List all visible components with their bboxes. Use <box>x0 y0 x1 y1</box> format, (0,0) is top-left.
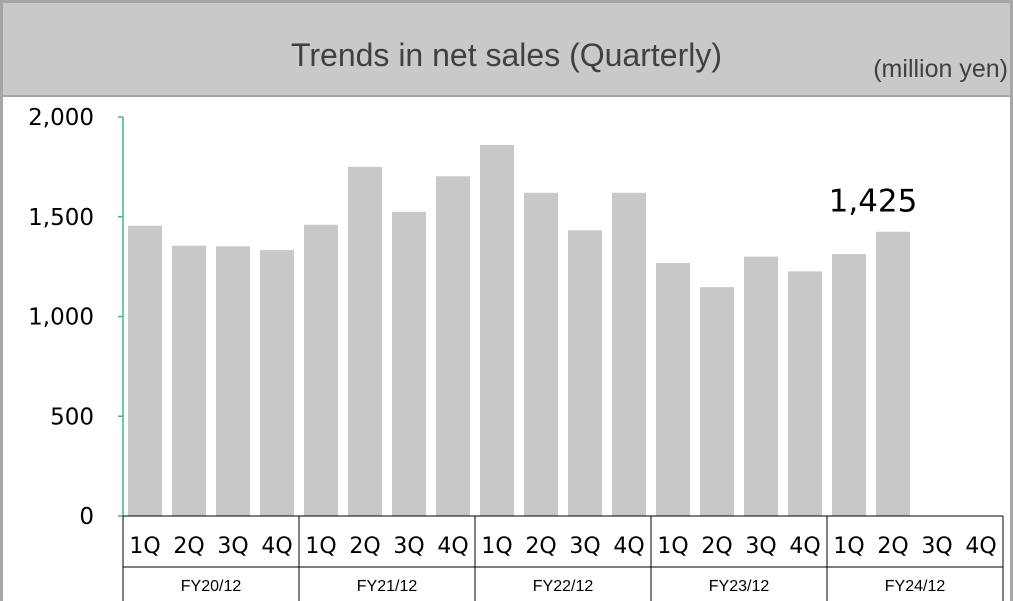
quarter-label: 3Q <box>921 534 952 559</box>
fiscal-year-label: FY22/12 <box>533 578 594 595</box>
quarter-label: 3Q <box>393 534 424 559</box>
fiscal-year-label: FY23/12 <box>709 578 770 595</box>
quarter-label: 2Q <box>877 534 908 559</box>
data-labels: 1,425 <box>829 184 918 220</box>
quarter-label: 4Q <box>965 534 996 559</box>
y-tick-label: 2,000 <box>28 105 94 131</box>
quarter-label: 3Q <box>217 534 248 559</box>
y-tick-label: 500 <box>50 404 94 430</box>
quarter-label: 3Q <box>745 534 776 559</box>
quarter-label: 2Q <box>349 534 380 559</box>
quarter-label: 4Q <box>789 534 820 559</box>
bar <box>524 192 558 516</box>
bar <box>480 144 514 516</box>
quarter-label: 1Q <box>833 534 864 559</box>
chart-title: Trends in net sales (Quarterly) <box>291 37 722 73</box>
quarter-label: 2Q <box>701 534 732 559</box>
quarter-label: 1Q <box>305 534 336 559</box>
bar <box>744 256 778 516</box>
y-tick-label: 0 <box>79 504 94 530</box>
chart-header: Trends in net sales (Quarterly) (million… <box>3 3 1010 95</box>
bar <box>656 263 690 516</box>
quarter-label: 1Q <box>129 534 160 559</box>
bar <box>172 245 206 517</box>
quarter-label: 4Q <box>437 534 468 559</box>
quarter-label: 1Q <box>481 534 512 559</box>
quarter-label: 4Q <box>261 534 292 559</box>
bar <box>788 271 822 516</box>
quarter-label: 2Q <box>525 534 556 559</box>
bar <box>304 224 338 517</box>
fiscal-year-label: FY20/12 <box>181 578 242 595</box>
bars <box>128 144 910 517</box>
data-label: 1,425 <box>829 184 918 220</box>
quarter-label: 4Q <box>613 534 644 559</box>
bar <box>700 287 734 516</box>
category-axis: 1Q 2Q 3Q 4Q FY20/12 1Q 2Q 3Q 4Q FY21/12 1Q 2Q 3Q 4Q FY… <box>122 515 1004 601</box>
unit-label: (million yen) <box>873 55 1008 83</box>
bar <box>876 231 910 516</box>
bar <box>832 254 866 516</box>
quarter-label: 3Q <box>569 534 600 559</box>
bar <box>260 250 294 516</box>
bar <box>216 246 250 516</box>
bar <box>128 225 162 517</box>
y-tick-label: 1,000 <box>28 305 94 331</box>
bar <box>348 166 382 516</box>
fiscal-year-label: FY24/12 <box>885 578 946 595</box>
quarter-label: 1Q <box>657 534 688 559</box>
bar <box>568 230 602 517</box>
fiscal-year-label: FY21/12 <box>357 578 418 595</box>
y-tick-label: 1,500 <box>28 205 94 231</box>
y-axis-ticks: 0 500 1,000 1,500 2,000 <box>28 105 123 530</box>
bar <box>436 176 470 516</box>
quarter-label: 2Q <box>173 534 204 559</box>
bar <box>612 192 646 516</box>
bar <box>392 211 426 516</box>
